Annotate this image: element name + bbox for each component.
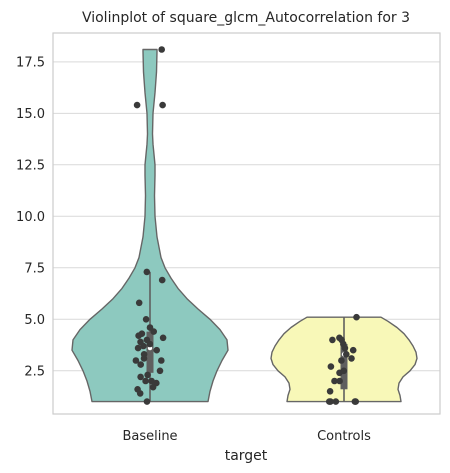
data-point bbox=[150, 328, 157, 335]
data-point bbox=[136, 390, 144, 397]
data-point bbox=[143, 268, 151, 276]
data-point bbox=[140, 355, 148, 362]
data-point bbox=[143, 398, 151, 405]
data-point bbox=[135, 332, 142, 340]
y-tick-label: 7.5 bbox=[24, 261, 45, 276]
data-point bbox=[331, 377, 338, 385]
data-point bbox=[336, 377, 343, 385]
chart-title: Violinplot of square_glcm_Autocorrelatio… bbox=[82, 10, 410, 26]
data-point bbox=[140, 342, 147, 350]
data-point bbox=[153, 346, 160, 354]
x-axis-label: target bbox=[225, 448, 268, 464]
data-point bbox=[142, 316, 150, 323]
data-point bbox=[158, 357, 165, 364]
data-point bbox=[133, 101, 141, 109]
data-point bbox=[137, 373, 144, 381]
iqr-box bbox=[146, 331, 154, 373]
x-tick-label: Controls bbox=[317, 429, 371, 444]
data-point bbox=[144, 371, 151, 379]
data-point bbox=[343, 351, 350, 358]
data-point bbox=[336, 369, 343, 377]
y-tick-label: 2.5 bbox=[24, 364, 45, 379]
data-point bbox=[146, 340, 154, 348]
y-tick-label: 10.0 bbox=[16, 210, 45, 225]
data-point bbox=[327, 363, 335, 370]
data-point bbox=[135, 299, 143, 307]
data-point bbox=[332, 398, 340, 405]
data-point bbox=[353, 313, 360, 321]
data-point bbox=[158, 276, 166, 284]
y-tick-label: 17.5 bbox=[16, 55, 45, 70]
iqr-box bbox=[340, 343, 348, 390]
strip-points bbox=[132, 46, 360, 405]
data-point bbox=[352, 398, 360, 405]
x-tick-label: Baseline bbox=[122, 429, 177, 444]
data-point bbox=[159, 334, 167, 342]
data-point bbox=[132, 357, 140, 364]
data-point bbox=[149, 383, 157, 391]
data-point bbox=[156, 367, 164, 375]
data-point bbox=[341, 344, 349, 352]
data-point bbox=[142, 377, 149, 385]
data-point bbox=[159, 101, 166, 109]
data-point bbox=[338, 357, 345, 364]
violins bbox=[71, 48, 418, 403]
y-tick-labels: 2.5 5.0 7.5 10.0 12.5 15.0 17.5 bbox=[16, 55, 45, 379]
plot-frame bbox=[52, 32, 441, 415]
data-point bbox=[349, 346, 357, 354]
data-point bbox=[348, 355, 355, 362]
data-point bbox=[137, 361, 144, 368]
data-point bbox=[327, 398, 334, 405]
y-tick-label: 15.0 bbox=[16, 107, 45, 122]
y-tick-label: 12.5 bbox=[16, 158, 45, 173]
data-point bbox=[158, 46, 165, 53]
data-point bbox=[326, 388, 334, 395]
x-tick-labels: Baseline Controls bbox=[122, 429, 371, 444]
violin-baseline bbox=[71, 48, 229, 403]
data-point bbox=[329, 336, 336, 344]
y-tick-label: 5.0 bbox=[24, 313, 45, 328]
data-point bbox=[134, 344, 142, 352]
